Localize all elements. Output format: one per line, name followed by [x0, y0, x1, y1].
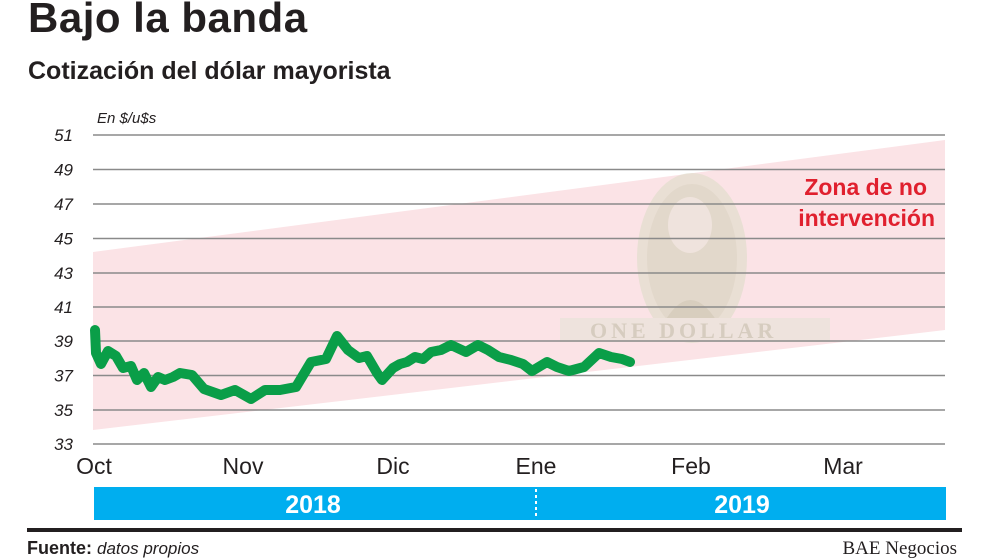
- y-tick: 45: [54, 230, 73, 249]
- x-tick: Nov: [223, 453, 264, 479]
- y-tick: 49: [54, 161, 73, 180]
- year-bar: 2018 2019: [94, 487, 946, 520]
- y-axis-ticks: 51 49 47 45 43 41 39 37 35 33: [54, 126, 73, 454]
- y-tick: 51: [54, 126, 73, 145]
- zone-label-line2: intervención: [798, 205, 935, 231]
- x-tick: Ene: [516, 453, 557, 479]
- x-tick: Oct: [76, 453, 112, 479]
- year-label-2018: 2018: [285, 491, 341, 519]
- x-tick: Dic: [376, 453, 409, 479]
- y-tick: 47: [54, 195, 73, 214]
- chart-title: Bajo la banda: [28, 0, 308, 41]
- bill-text: ONE DOLLAR: [590, 318, 777, 343]
- grid-lines: [93, 134, 945, 445]
- year-label-2019: 2019: [714, 491, 770, 519]
- zone-label-line1: Zona de no: [804, 174, 927, 200]
- y-axis-unit: En $/u$s: [97, 110, 157, 127]
- dollar-rate-line: [90, 325, 635, 404]
- chart-subtitle: Cotización del dólar mayorista: [28, 57, 391, 85]
- y-tick: 43: [54, 264, 73, 283]
- y-tick: 35: [54, 401, 73, 420]
- y-tick: 39: [54, 332, 73, 351]
- source-note: Fuente: datos propios: [27, 538, 199, 559]
- x-tick: Feb: [671, 453, 711, 479]
- footer-divider: [27, 528, 962, 532]
- y-tick: 37: [54, 367, 73, 386]
- source-value: datos propios: [97, 539, 200, 558]
- publisher-brand: BAE Negocios: [842, 538, 957, 559]
- source-label: Fuente:: [27, 538, 92, 558]
- x-tick: Mar: [823, 453, 863, 479]
- y-tick: 41: [54, 298, 73, 317]
- zone-annotation: Zona de no intervención: [798, 174, 935, 231]
- x-axis-ticks: Oct Nov Dic Ene Feb Mar: [76, 453, 863, 479]
- y-tick: 33: [54, 435, 73, 454]
